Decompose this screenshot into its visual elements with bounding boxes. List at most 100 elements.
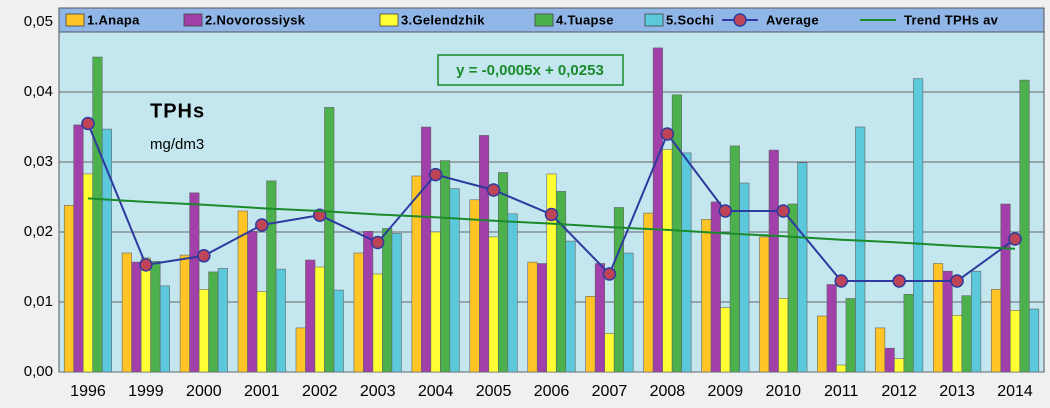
legend-label: 2.Novorossiysk [205,12,306,27]
bar [884,347,895,373]
bar [1009,310,1021,373]
bar [565,240,576,373]
bar [768,149,779,373]
bar [942,270,953,373]
annotation: y = -0,0005x + 0,0253 [456,62,604,79]
bar [604,333,615,373]
x-tick-label: 2002 [302,383,338,400]
bar [314,266,325,373]
bar [759,236,770,373]
legend-swatch [65,13,85,27]
bar [826,284,837,373]
average-marker [486,183,501,197]
bar [903,293,914,373]
bar [1000,203,1011,373]
average-marker [428,167,443,182]
bar [952,314,963,373]
bar [479,135,490,373]
bar [961,295,972,373]
bar [855,126,866,373]
legend-swatch [644,13,664,27]
x-tick-label: 2001 [244,383,280,400]
average-marker [660,127,675,141]
bar [333,289,344,373]
average-marker [544,207,559,222]
bar [391,233,402,373]
y-tick-label: 0,02 [24,223,53,240]
bar [92,56,103,373]
x-tick-label: 2004 [418,383,454,400]
x-tick-label: 2000 [186,383,222,400]
bar [179,254,190,373]
bar [845,298,856,373]
bar [101,128,113,373]
bar [536,263,548,373]
bar [652,47,663,373]
x-tick-label: 2010 [765,383,801,400]
x-tick-label: 2006 [534,383,570,400]
legend-label: 5.Sochi [666,12,714,27]
average-marker [197,249,211,263]
x-tick-label: 2003 [360,383,396,400]
average-marker [834,274,848,288]
bar [198,289,209,373]
bar [498,172,509,373]
bar [150,261,161,373]
average-marker [139,258,153,272]
bar [613,207,624,373]
bar [131,261,142,373]
bar [710,201,721,373]
average-marker [892,274,906,288]
average-marker [312,208,327,222]
legend-swatch [534,13,554,27]
average-marker [718,204,733,218]
bar [739,182,750,373]
bar [247,231,258,373]
legend-label: 1.Anapa [87,12,140,27]
x-tick-label: 1999 [128,383,164,400]
bar [121,252,132,373]
bar [217,268,228,373]
bar [363,231,374,373]
bar [372,273,383,373]
x-tick-label: 2012 [881,383,917,400]
bar [488,236,499,373]
bar [662,149,673,373]
bar [469,199,480,373]
bar [894,358,905,373]
average-marker [776,204,791,218]
bar [324,107,335,373]
bar [1028,308,1040,373]
legend-label: Trend TPHs av [904,12,999,27]
x-tick-label: 2008 [650,383,686,400]
bar [1019,79,1030,373]
bar [555,191,567,373]
bar [817,315,828,373]
bar [681,152,692,373]
average-marker [602,267,617,281]
y-tick-label: 0,01 [24,293,53,310]
bar [623,252,634,373]
bar [720,307,731,373]
bar [275,268,286,373]
average-marker [950,274,964,288]
bar [971,270,982,373]
x-tick-label: 2014 [997,383,1033,400]
bar [594,263,605,373]
y-tick-label: 0,00 [24,363,53,380]
legend-swatch [183,13,203,27]
bar [411,175,422,373]
x-tick-label: 2011 [824,383,859,400]
bar [507,213,518,373]
bar [913,78,924,373]
bar [140,257,151,373]
x-tick-label: 1996 [70,383,106,400]
average-marker [370,235,385,250]
x-tick-label: 2007 [592,383,628,400]
bar [527,261,538,373]
bar [82,173,94,373]
legend-label: Average [766,12,819,27]
bar [421,126,432,373]
y-tick-label: 0,03 [24,153,53,170]
